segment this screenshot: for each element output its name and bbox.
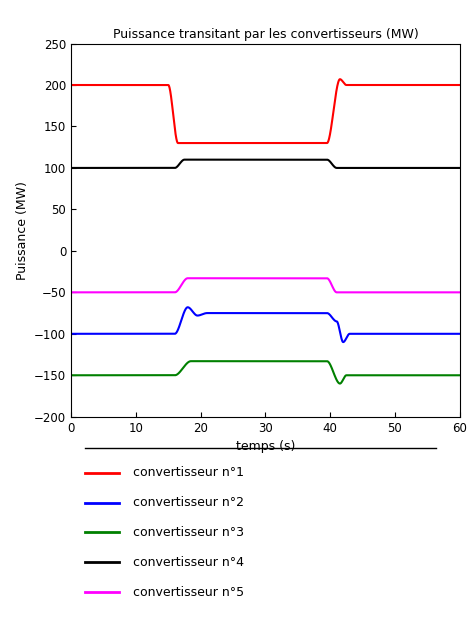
Text: convertisseur n°1: convertisseur n°1	[133, 466, 244, 479]
Text: convertisseur n°3: convertisseur n°3	[133, 526, 244, 539]
Text: convertisseur n°4: convertisseur n°4	[133, 556, 244, 569]
Y-axis label: Puissance (MW): Puissance (MW)	[16, 181, 28, 279]
X-axis label: temps (s): temps (s)	[236, 440, 295, 453]
Text: convertisseur n°2: convertisseur n°2	[133, 496, 244, 509]
Title: Puissance transitant par les convertisseurs (MW): Puissance transitant par les convertisse…	[112, 28, 419, 41]
Text: convertisseur n°5: convertisseur n°5	[133, 586, 244, 598]
